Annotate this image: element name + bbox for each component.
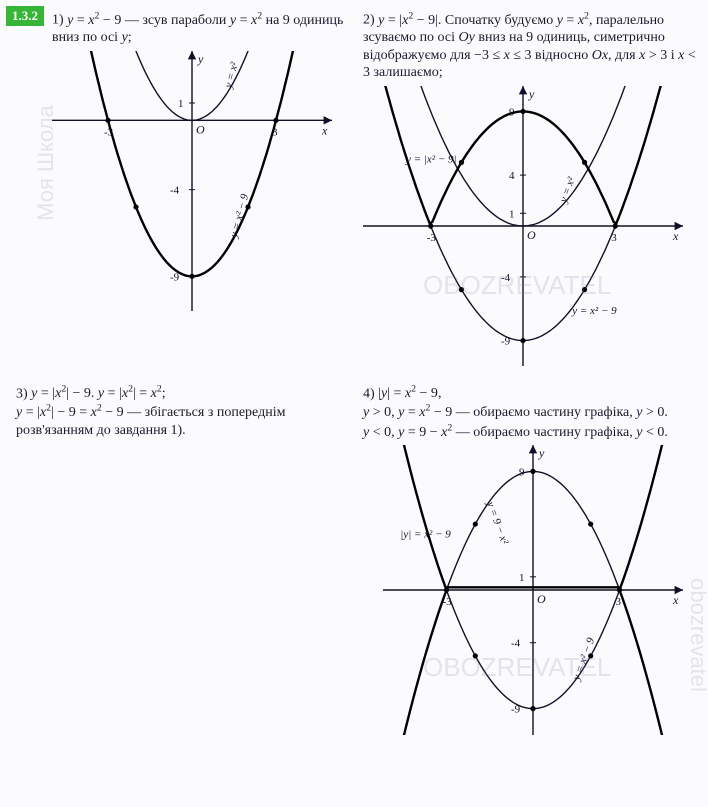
item-1-lead: 1) [52, 13, 67, 28]
svg-text:x: x [321, 123, 328, 137]
svg-text:y = x² − 9: y = x² − 9 [228, 192, 251, 239]
item-1-graph: xyO-331-4-9y = x²y = x² − 9 [52, 51, 345, 311]
svg-text:y = |x² − 9|: y = |x² − 9| [405, 153, 456, 165]
item-4-graph: xyO-3391-4-9y = x² − 9y = 9 − x²|y| = x²… [383, 445, 700, 735]
svg-text:1: 1 [509, 208, 515, 220]
item-3-formula: y = |x2| − 9 [31, 386, 91, 401]
item-3: 3) y = |x2| − 9. y = |x2| = x2;y = |x2| … [8, 372, 345, 735]
svg-text:y = x² − 9: y = x² − 9 [571, 305, 617, 317]
svg-text:-3: -3 [427, 232, 437, 244]
item-2-formula: y = |x2 − 9| [378, 13, 438, 28]
svg-text:4: 4 [509, 170, 515, 182]
svg-text:1: 1 [178, 98, 184, 110]
item-4-formula: |y| = x2 − 9 [378, 386, 438, 401]
item-1-text: 1) y = x2 − 9 — зсув параболи y = x2 на … [52, 10, 345, 47]
svg-text:x: x [672, 229, 679, 243]
item-4: 4) |y| = x2 − 9,y > 0, y = x2 − 9 — обир… [363, 372, 700, 735]
svg-text:-4: -4 [501, 272, 511, 284]
svg-text:x: x [672, 593, 679, 607]
item-1: 1) y = x2 − 9 — зсув параболи y = x2 на … [8, 10, 345, 366]
item-4-text: 4) |y| = x2 − 9,y > 0, y = x2 − 9 — обир… [363, 384, 700, 441]
item-2-lead: 2) [363, 13, 378, 28]
svg-text:y: y [197, 52, 204, 66]
item-3-text: 3) y = |x2| − 9. y = |x2| = x2;y = |x2| … [16, 384, 345, 440]
item-2: 2) y = |x2 − 9|. Спочатку будуємо y = x2… [363, 10, 700, 366]
svg-text:y: y [528, 87, 535, 101]
svg-text:|y| = x² − 9: |y| = x² − 9 [400, 528, 451, 540]
svg-text:-4: -4 [511, 638, 521, 650]
svg-text:1: 1 [519, 572, 525, 584]
item-1-formula: y = x2 − 9 [67, 13, 121, 28]
svg-text:O: O [196, 122, 205, 136]
svg-text:O: O [527, 228, 536, 242]
svg-text:y = x² − 9: y = x² − 9 [570, 636, 597, 683]
item-2-text: 2) y = |x2 − 9|. Спочатку будуємо y = x2… [363, 10, 700, 82]
item-2-graph: xyO-33941-4-9y = x²y = x² − 9y = |x² − 9… [363, 86, 700, 366]
item-4-lead: 4) [363, 386, 378, 401]
item-3-lead: 3) [16, 386, 31, 401]
svg-text:y = x²: y = x² [222, 60, 241, 90]
solutions-grid: 1) y = x2 − 9 — зсув параболи y = x2 на … [8, 10, 700, 735]
svg-text:y = 9 − x²: y = 9 − x² [484, 499, 511, 546]
svg-text:y: y [538, 446, 545, 460]
svg-text:O: O [537, 592, 546, 606]
svg-text:-4: -4 [170, 184, 180, 196]
